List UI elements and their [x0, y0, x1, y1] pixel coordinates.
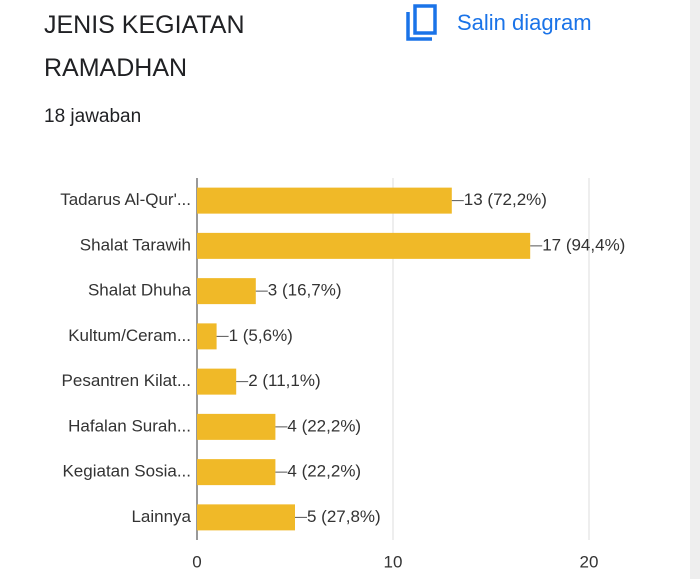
value-label: 17 (94,4%) [542, 235, 625, 254]
x-tick-label: 20 [580, 552, 599, 571]
value-label: 2 (11,1%) [248, 371, 320, 390]
value-label: 4 (22,2%) [287, 416, 361, 435]
y-tick-label: Kultum/Ceram... [68, 326, 191, 345]
scroll-edge [690, 0, 700, 579]
y-tick-label: Shalat Dhuha [88, 281, 192, 300]
value-label: 3 (16,7%) [268, 281, 342, 300]
value-label: 4 (22,2%) [287, 462, 361, 481]
x-tick-label: 0 [192, 552, 201, 571]
y-tick-label: Shalat Tarawih [80, 235, 191, 254]
y-tick-label: Pesantren Kilat... [62, 371, 191, 390]
copy-button[interactable]: Salin diagram [405, 4, 592, 42]
y-tick-label: Lainnya [131, 507, 191, 526]
bar [197, 504, 295, 531]
bar [197, 232, 531, 259]
bar [197, 323, 217, 350]
bar [197, 187, 452, 214]
y-tick-label: Kegiatan Sosia... [62, 462, 191, 481]
value-label: 13 (72,2%) [464, 190, 547, 209]
copy-label[interactable]: Salin diagram [457, 10, 592, 35]
y-tick-label: Hafalan Surah... [68, 416, 191, 435]
copy-icon [406, 4, 437, 41]
response-count: 18 jawaban [44, 106, 142, 127]
value-label: 5 (27,8%) [307, 507, 381, 526]
y-tick-label: Tadarus Al-Qur'... [60, 190, 191, 209]
bar [197, 413, 276, 440]
x-tick-label: 10 [384, 552, 403, 571]
value-label: 1 (5,6%) [229, 326, 293, 345]
bar [197, 278, 256, 305]
bar [197, 368, 237, 395]
chart-title: JENIS KEGIATAN RAMADHAN [44, 11, 245, 82]
bar [197, 459, 276, 486]
